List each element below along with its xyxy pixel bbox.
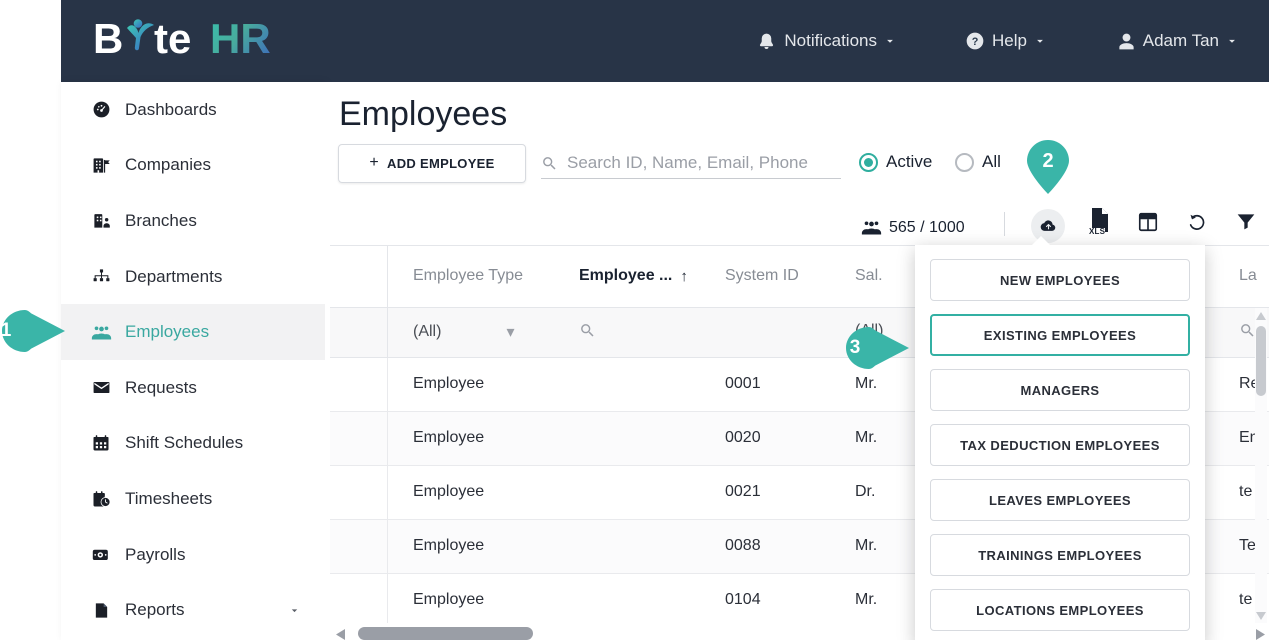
- svg-text:B: B: [93, 18, 123, 62]
- svg-text:te: te: [154, 18, 191, 62]
- svg-text:HR: HR: [210, 18, 271, 62]
- svg-text:?: ?: [972, 36, 979, 48]
